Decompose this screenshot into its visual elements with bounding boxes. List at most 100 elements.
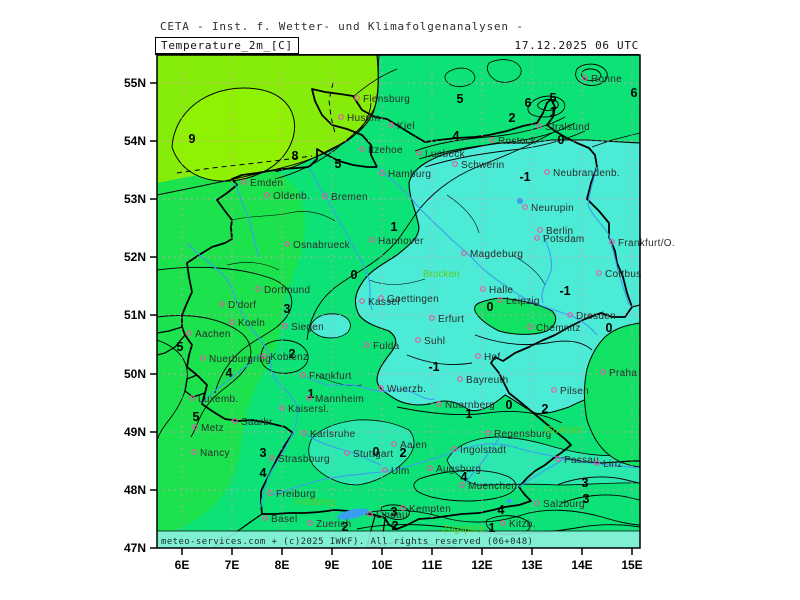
- city-label: Ulm: [391, 466, 410, 477]
- city-marker: [544, 169, 550, 175]
- city-label: Regensburg: [494, 429, 551, 440]
- city-label: Oldenb.: [273, 191, 310, 202]
- contour-label: 4: [498, 503, 505, 517]
- city-label: Bremen: [331, 192, 368, 203]
- city-marker: [537, 227, 543, 233]
- contour-label: 3: [582, 476, 589, 490]
- city-label: Luxemb.: [198, 394, 238, 405]
- city-marker: [262, 515, 268, 521]
- city-label: Muenchen: [468, 481, 517, 492]
- city-marker: [489, 137, 495, 143]
- city-label: Hof: [484, 352, 500, 363]
- city-marker: [300, 372, 306, 378]
- lon-tick-label: 8E: [275, 558, 290, 572]
- contour-label: -1: [428, 360, 439, 374]
- city-label: Aachen: [195, 329, 231, 340]
- city-marker: [364, 342, 370, 348]
- city-marker: [459, 482, 465, 488]
- city-marker: [457, 376, 463, 382]
- contour-label: 1: [391, 220, 398, 234]
- product-bar: Temperature_2m_[C] 17.12.2025 06 UTC: [155, 36, 639, 55]
- city-marker: [359, 298, 365, 304]
- contour-label: 2: [342, 520, 349, 534]
- lat-tick-label: 48N: [124, 483, 146, 497]
- contour-label: 2: [392, 519, 399, 533]
- peak-label: Brocken: [423, 269, 460, 280]
- city-marker: [344, 450, 350, 456]
- city-label: Berlin: [546, 226, 573, 237]
- city-marker: [534, 235, 540, 241]
- city-marker: [354, 95, 360, 101]
- city-label: Salzburg: [543, 499, 585, 510]
- city-label: Lindau: [376, 510, 408, 521]
- city-label: Neurupin: [531, 203, 574, 214]
- city-marker: [600, 369, 606, 375]
- peak-label: Gr.Arber: [545, 425, 583, 436]
- city-marker: [461, 250, 467, 256]
- contour-label: 1: [466, 407, 473, 421]
- lon-tick-label: 13E: [521, 558, 542, 572]
- city-label: Kempten: [409, 504, 451, 515]
- contour-label: 5: [335, 157, 342, 171]
- page-title: CETA - Inst. f. Wetter- und Klimafolgena…: [160, 20, 524, 33]
- city-marker: [379, 170, 385, 176]
- contour-label: 4: [461, 470, 468, 484]
- city-label: Itzehoe: [368, 145, 403, 156]
- city-label: Leipzig: [506, 296, 540, 307]
- map-copyright: meteo-services.com + (c)2025 IWKF). All …: [161, 537, 533, 547]
- contour-label: 0: [506, 398, 513, 412]
- lat-tick-label: 49N: [124, 425, 146, 439]
- city-label: Freiburg: [276, 489, 316, 500]
- city-label: Metz: [201, 423, 224, 434]
- city-marker: [367, 511, 373, 517]
- city-marker: [436, 401, 442, 407]
- city-label: Nancy: [200, 448, 230, 459]
- lon-tick-label: 10E: [371, 558, 392, 572]
- city-label: Frankfurt: [309, 371, 352, 382]
- product-label: Temperature_2m_[C]: [155, 36, 299, 54]
- city-label: Frankfurt/O.: [618, 238, 675, 249]
- city-marker: [359, 146, 365, 152]
- city-label: Basel: [271, 514, 298, 525]
- city-label: Ingolstadt: [460, 445, 506, 456]
- city-label: Pilsen: [560, 386, 589, 397]
- contour-label: 5: [193, 410, 200, 424]
- city-label: Neubrandenb.: [553, 168, 620, 179]
- contour-label: 2: [542, 402, 549, 416]
- city-label: Halle: [489, 285, 513, 296]
- lon-tick-label: 12E: [471, 558, 492, 572]
- city-marker: [189, 395, 195, 401]
- city-marker: [241, 179, 247, 185]
- lat-tick-label: 47N: [124, 541, 146, 555]
- city-label: Kitzb.: [509, 519, 536, 530]
- city-marker: [282, 323, 288, 329]
- city-marker: [388, 122, 394, 128]
- lon-tick-label: 15E: [621, 558, 642, 572]
- contour-label: 5: [550, 91, 557, 105]
- contour-label: 1: [489, 521, 496, 535]
- city-marker: [255, 286, 261, 292]
- lat-tick-label: 55N: [124, 76, 146, 90]
- contour-label: 3: [391, 505, 398, 519]
- city-marker: [596, 270, 602, 276]
- city-label: Strasbourg: [278, 454, 330, 465]
- city-marker: [261, 353, 267, 359]
- contour-label: 3: [284, 302, 291, 316]
- weather-map: meteo-services.com + (c)2025 IWKF). All …: [124, 54, 675, 572]
- lon-tick-label: 9E: [325, 558, 340, 572]
- lat-tick-label: 53N: [124, 192, 146, 206]
- contour-label: 8: [292, 149, 299, 163]
- contour-label: 4: [453, 129, 460, 143]
- city-label: Rostock: [498, 136, 537, 147]
- city-marker: [301, 430, 307, 436]
- peak-label: Feldberg: [295, 497, 334, 508]
- contour-label: 0: [373, 445, 380, 459]
- city-marker: [284, 241, 290, 247]
- contour-label: -1: [519, 170, 530, 184]
- contour-label: 9: [189, 132, 196, 146]
- lon-tick-label: 11E: [422, 558, 443, 572]
- city-label: Emden: [250, 178, 283, 189]
- city-label: Husum: [347, 113, 380, 124]
- city-marker: [391, 441, 397, 447]
- contour-label: 0: [606, 321, 613, 335]
